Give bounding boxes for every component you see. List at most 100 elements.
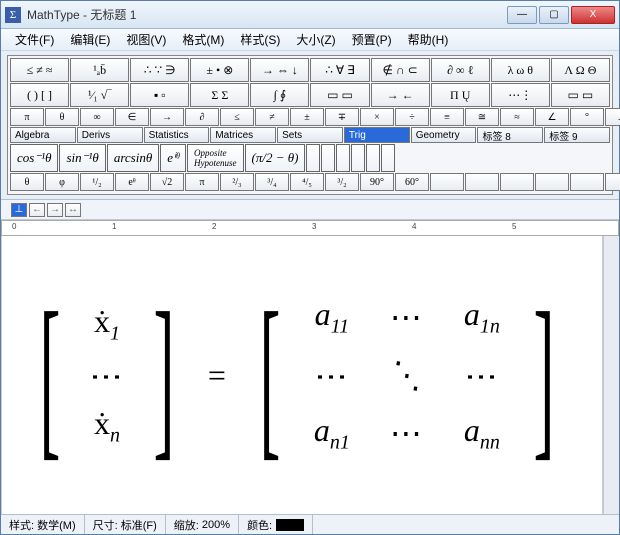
palette-button[interactable]: ▪ ▫	[130, 83, 189, 107]
palette-tab[interactable]: 标签 9	[544, 127, 610, 143]
template-button[interactable]	[351, 144, 365, 172]
template-button[interactable]: cos⁻¹θ	[10, 144, 58, 172]
palette-button[interactable]: ∈	[115, 108, 149, 126]
palette-tab[interactable]: Matrices	[210, 127, 276, 143]
close-button[interactable]: X	[571, 6, 615, 24]
status-size[interactable]: 尺寸: 标准(F)	[85, 515, 166, 534]
tab-type-button[interactable]: ←	[29, 203, 45, 217]
status-style[interactable]: 样式: 数学(M)	[1, 515, 85, 534]
palette-button[interactable]: λ ω θ	[491, 58, 550, 82]
palette-button[interactable]: ×	[360, 108, 394, 126]
palette-button[interactable]: ²/₃	[220, 173, 254, 191]
palette-button[interactable]: ∉ ∩ ⊂	[371, 58, 430, 82]
palette-tab[interactable]: Statistics	[144, 127, 210, 143]
palette-button[interactable]: ⋯⋮	[491, 83, 550, 107]
palette-button[interactable]	[570, 173, 604, 191]
menu-edit[interactable]: 编辑(E)	[62, 29, 118, 50]
menu-preset[interactable]: 预置(P)	[344, 29, 400, 50]
status-zoom[interactable]: 缩放: 200%	[166, 515, 239, 534]
status-color[interactable]: 颜色:	[239, 515, 313, 534]
palette-button[interactable]: ¹ₐb̄	[70, 58, 129, 82]
palette-button[interactable]	[535, 173, 569, 191]
palette-button[interactable]: ∴ ∀ ∃	[310, 58, 369, 82]
palette-button[interactable]: ∠	[535, 108, 569, 126]
palette-tab[interactable]: Algebra	[10, 127, 76, 143]
tab-type-button[interactable]: →	[47, 203, 63, 217]
menu-file[interactable]: 文件(F)	[7, 29, 62, 50]
palette-tab[interactable]: Trig	[344, 127, 410, 143]
template-button[interactable]	[366, 144, 380, 172]
menu-format[interactable]: 格式(M)	[174, 29, 232, 50]
palette-tab[interactable]: Derivs	[77, 127, 143, 143]
template-button[interactable]	[321, 144, 335, 172]
palette-button[interactable]: ∫ ∮	[250, 83, 309, 107]
template-button[interactable]: sin⁻¹θ	[59, 144, 105, 172]
palette-tab[interactable]: 标签 8	[477, 127, 543, 143]
palette-button[interactable]	[605, 173, 620, 191]
palette-button[interactable]: Π Ų	[431, 83, 490, 107]
palette-button[interactable]: → ←	[371, 83, 430, 107]
palette-button[interactable]	[430, 173, 464, 191]
palette-tab[interactable]: Sets	[277, 127, 343, 143]
palette-button[interactable]: ³/₂	[325, 173, 359, 191]
template-button[interactable]: arcsinθ	[107, 144, 159, 172]
template-button[interactable]	[306, 144, 320, 172]
palette-button[interactable]: Λ Ω Θ	[551, 58, 610, 82]
titlebar[interactable]: Σ MathType - 无标题 1 — ▢ X	[1, 1, 619, 29]
palette-button[interactable]: ∞	[80, 108, 114, 126]
palette-button[interactable]: ≅	[465, 108, 499, 126]
palette-button[interactable]: √2	[150, 173, 184, 191]
tab-type-button[interactable]: ⊥	[11, 203, 27, 217]
palette-button[interactable]: ≠	[255, 108, 289, 126]
palette-button[interactable]: ≤ ≠ ≈	[10, 58, 69, 82]
palette-tab[interactable]: Geometry	[411, 127, 477, 143]
menu-style[interactable]: 样式(S)	[232, 29, 288, 50]
palette-button[interactable]	[465, 173, 499, 191]
template-button[interactable]: Opposite Hypotenuse	[187, 144, 244, 172]
template-button[interactable]: eⁱᶿ	[160, 144, 186, 172]
palette-button[interactable]: ∴ ∵ ∋	[130, 58, 189, 82]
ruler[interactable]: 012345	[1, 220, 619, 236]
equation-canvas[interactable]: [ ẋ1 ⋮ ẋn ] = [ a11 ⋯ a1n ⋮ ⋱ ⋮ an1 ⋯	[1, 236, 603, 514]
template-button[interactable]	[336, 144, 350, 172]
tab-type-button[interactable]: ↔	[65, 203, 81, 217]
palette-button[interactable]	[500, 173, 534, 191]
menu-view[interactable]: 视图(V)	[118, 29, 174, 50]
palette-button[interactable]: ¹/₂	[80, 173, 114, 191]
vertical-scrollbar[interactable]	[603, 236, 619, 514]
palette-button[interactable]: 90°	[360, 173, 394, 191]
palette-button[interactable]: →	[150, 108, 184, 126]
palette-button[interactable]: ÷	[395, 108, 429, 126]
palette-button[interactable]: θ	[45, 108, 79, 126]
palette-button[interactable]: ▭ ▭	[551, 83, 610, 107]
palette-button[interactable]: φ	[45, 173, 79, 191]
palette-button[interactable]: ≡	[430, 108, 464, 126]
palette-button[interactable]: 60°	[395, 173, 429, 191]
palette-button[interactable]: ⁴/₅	[290, 173, 324, 191]
palette-button[interactable]: ≤	[220, 108, 254, 126]
palette-button[interactable]: ⊥	[605, 108, 620, 126]
template-button[interactable]: (π/2 − θ)	[245, 144, 306, 172]
palette-button[interactable]: π	[185, 173, 219, 191]
palette-button[interactable]: ▭ ▭	[310, 83, 369, 107]
palette-button[interactable]: ( ) [ ]	[10, 83, 69, 107]
palette-button[interactable]: ∂ ∞ ℓ	[431, 58, 490, 82]
maximize-button[interactable]: ▢	[539, 6, 569, 24]
palette-button[interactable]: Σ Σ	[190, 83, 249, 107]
minimize-button[interactable]: —	[507, 6, 537, 24]
palette-button[interactable]: ¹⁄₁ √‾	[70, 83, 129, 107]
palette-button[interactable]: °	[570, 108, 604, 126]
palette-button[interactable]: ≈	[500, 108, 534, 126]
palette-button[interactable]: ±	[290, 108, 324, 126]
menu-size[interactable]: 大小(Z)	[288, 29, 343, 50]
template-button[interactable]	[381, 144, 395, 172]
palette-button[interactable]: θ	[10, 173, 44, 191]
palette-button[interactable]: → ⇔ ↓	[250, 58, 309, 82]
menu-help[interactable]: 帮助(H)	[400, 29, 457, 50]
palette-button[interactable]: ∂	[185, 108, 219, 126]
palette-button[interactable]: ³/₄	[255, 173, 289, 191]
palette-button[interactable]: π	[10, 108, 44, 126]
palette-button[interactable]: ∓	[325, 108, 359, 126]
palette-button[interactable]: ± • ⊗	[190, 58, 249, 82]
palette-button[interactable]: eᶿ	[115, 173, 149, 191]
